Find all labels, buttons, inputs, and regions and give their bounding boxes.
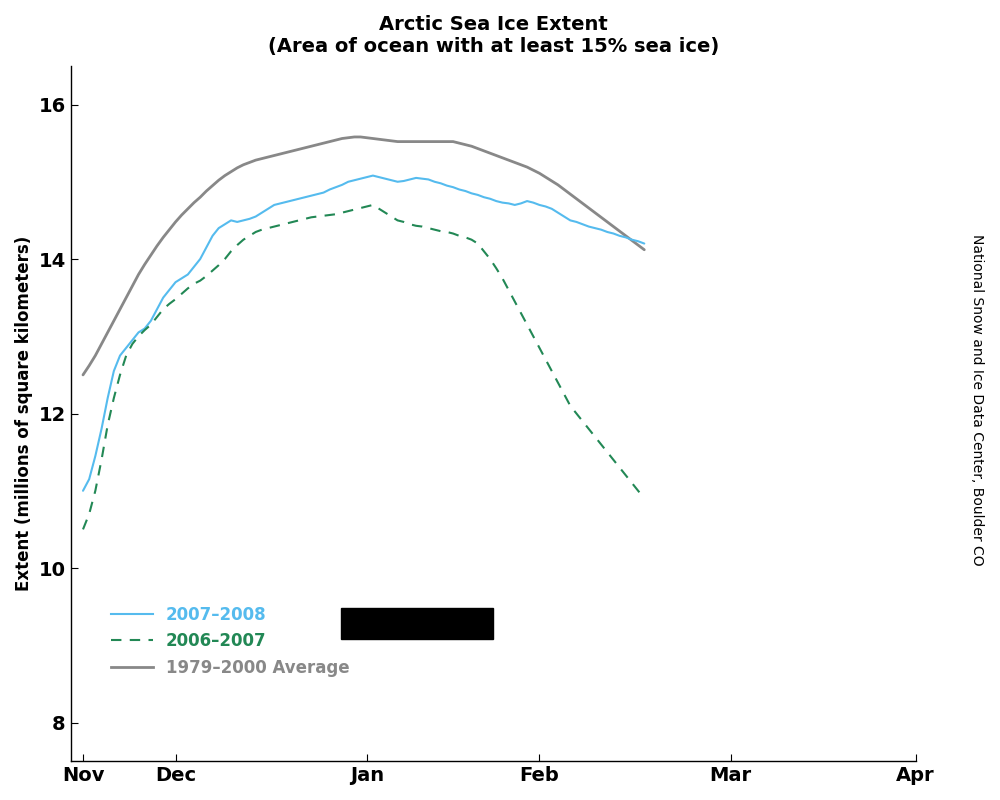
Legend: 2007–2008, 2006–2007, 1979–2000 Average: 2007–2008, 2006–2007, 1979–2000 Average xyxy=(104,599,356,683)
Y-axis label: Extent (millions of square kilometers): Extent (millions of square kilometers) xyxy=(15,236,33,591)
Title: Arctic Sea Ice Extent
(Area of ocean with at least 15% sea ice): Arctic Sea Ice Extent (Area of ocean wit… xyxy=(268,15,719,56)
FancyBboxPatch shape xyxy=(341,608,493,639)
Text: National Snow and Ice Data Center, Boulder CO: National Snow and Ice Data Center, Bould… xyxy=(970,234,984,566)
